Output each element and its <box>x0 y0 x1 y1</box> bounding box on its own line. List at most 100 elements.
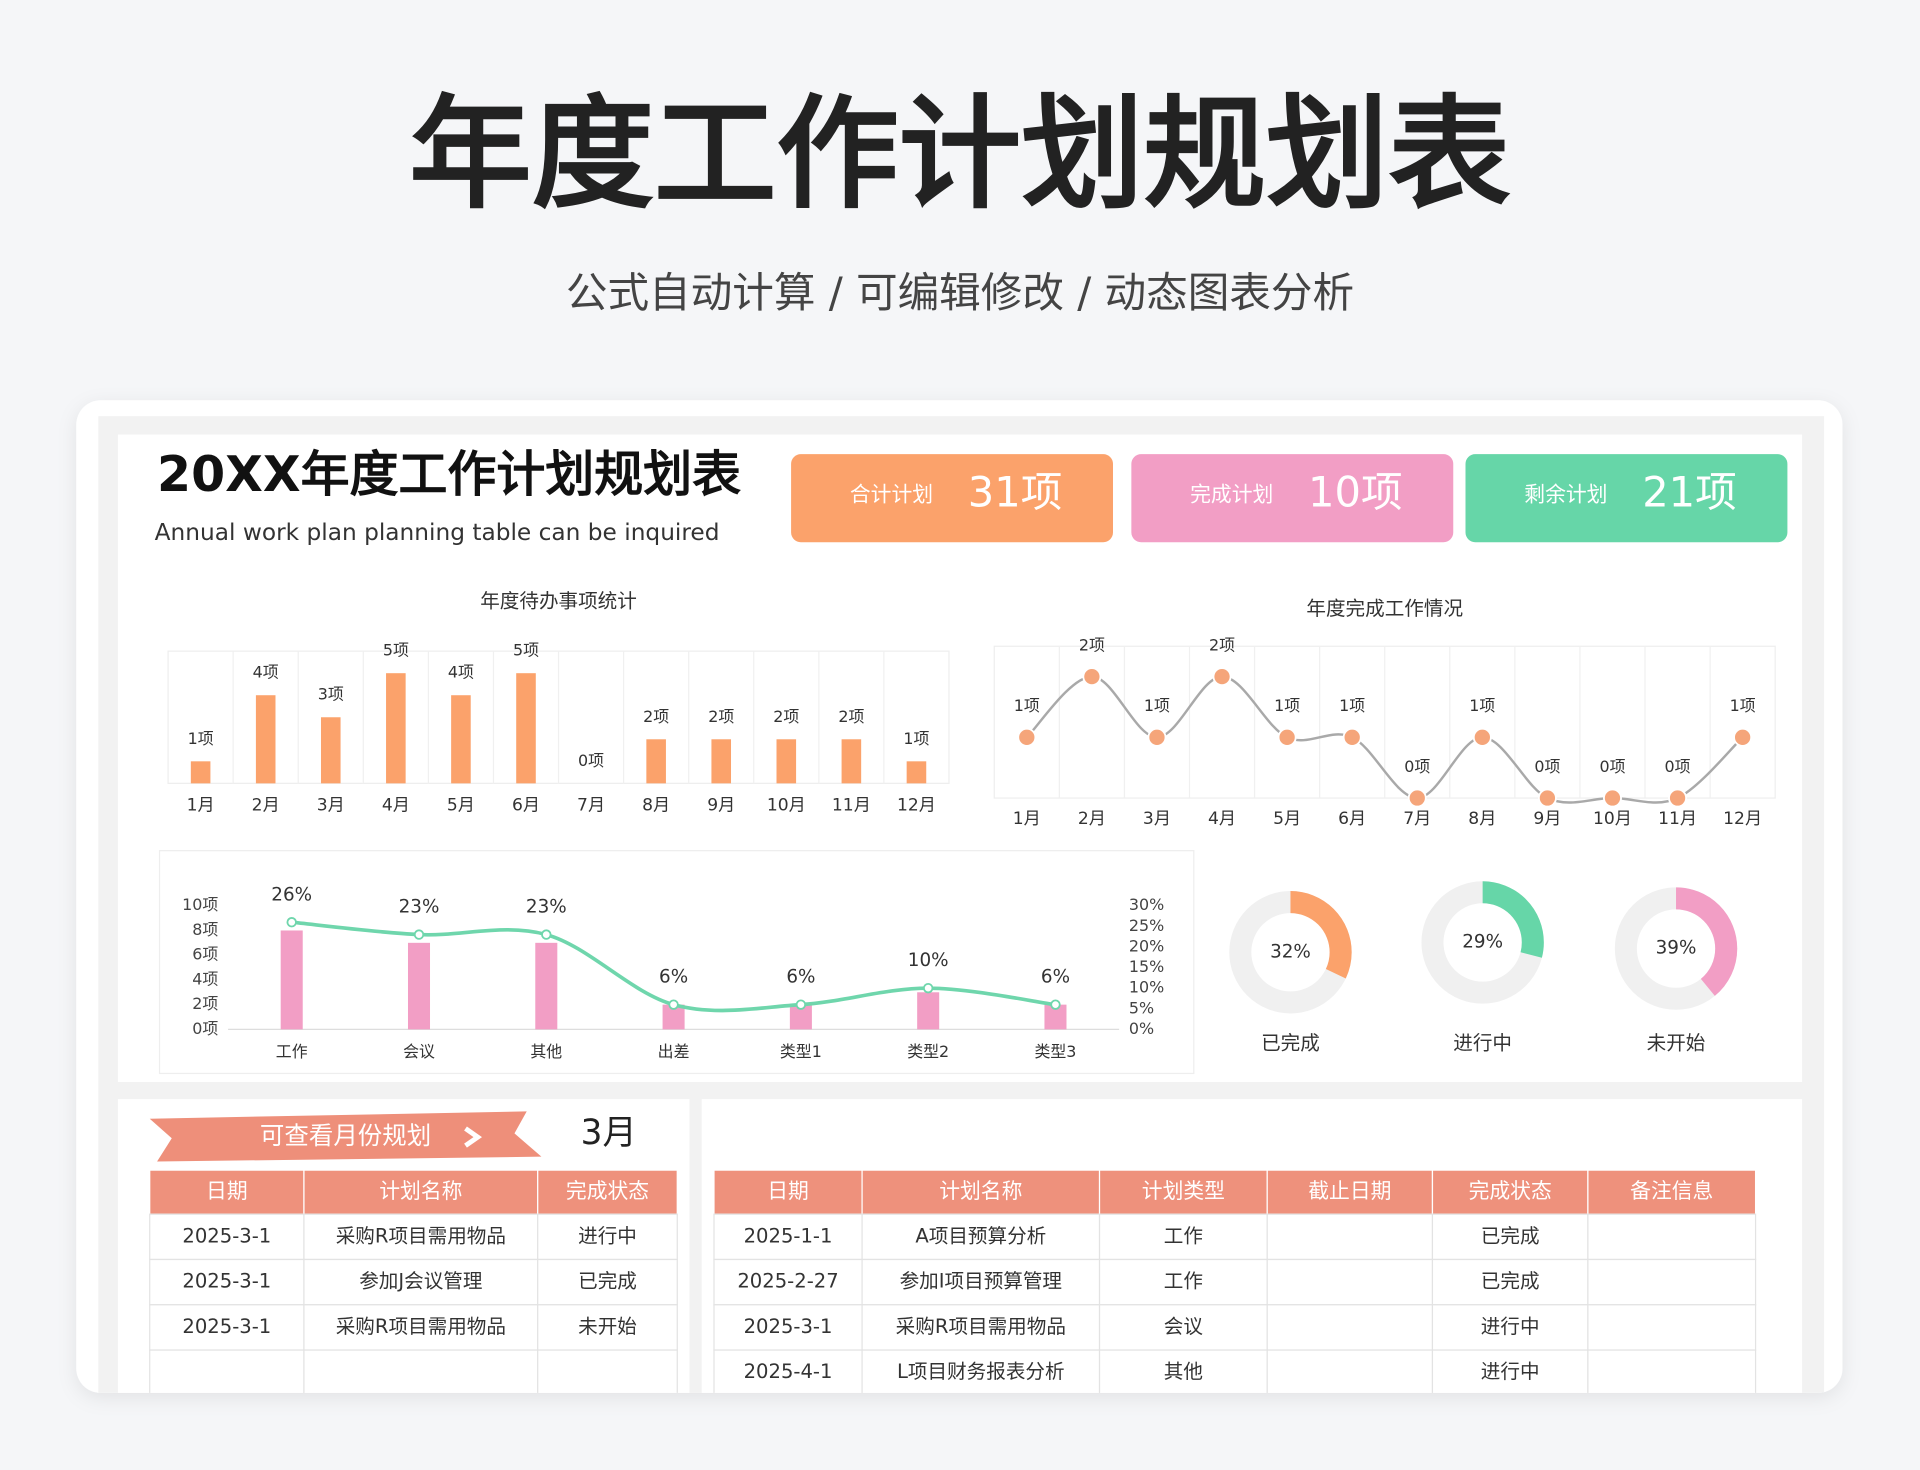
x-tick-label: 其他 <box>530 1042 562 1061</box>
table-cell <box>713 1349 863 1393</box>
table-cell <box>1587 1258 1757 1306</box>
point <box>1342 727 1362 747</box>
table-cell <box>1431 1258 1589 1306</box>
kpi-label: 合计计划 <box>850 483 933 507</box>
data-label: 3项 <box>318 685 344 704</box>
point <box>1277 727 1297 747</box>
table-header: 完成状态 <box>566 1179 649 1203</box>
point <box>922 982 934 994</box>
data-label: 1项 <box>1274 696 1300 715</box>
bar <box>407 942 431 1030</box>
data-label: 4项 <box>448 663 474 682</box>
table-text: 进行中 <box>578 1224 637 1247</box>
x-tick-label: 10月 <box>1593 809 1632 829</box>
table-text: 已完成 <box>1481 1270 1540 1293</box>
x-tick-label: 8月 <box>642 795 670 815</box>
table-header-cell <box>303 1169 539 1215</box>
bar <box>917 992 940 1030</box>
bar <box>280 930 303 1030</box>
data-label: 6% <box>1041 967 1070 988</box>
data-label: 1项 <box>903 729 929 748</box>
point <box>1212 667 1232 687</box>
y2-tick-label: 0% <box>1129 1019 1154 1038</box>
donut-title: 已完成 <box>1261 1032 1320 1055</box>
point <box>1733 727 1753 747</box>
table-header: 完成状态 <box>1469 1179 1552 1203</box>
page-subtitle: 公式自动计算 / 可编辑修改 / 动态图表分析 <box>566 268 1354 317</box>
dashboard-subtitle: Annual work plan planning table can be i… <box>155 519 720 546</box>
table-header: 日期 <box>767 1179 809 1203</box>
table-text: 2025-3-1 <box>744 1315 833 1338</box>
point <box>1407 788 1427 808</box>
data-label: 4项 <box>253 663 279 682</box>
table-cell <box>537 1349 678 1393</box>
donut-label: 29% <box>1462 931 1503 952</box>
kpi-value: 31项 <box>968 468 1063 517</box>
table-cell <box>1098 1349 1268 1393</box>
x-tick-label: 12月 <box>897 795 936 815</box>
table-header-cell <box>1266 1169 1434 1215</box>
table-cell <box>303 1304 539 1351</box>
table-cell <box>303 1258 539 1306</box>
bar <box>662 1004 685 1030</box>
table-cell <box>1431 1304 1589 1351</box>
table-text: 其他 <box>1164 1360 1203 1383</box>
table-cell <box>1266 1258 1434 1306</box>
bar <box>255 695 276 784</box>
table-text: 进行中 <box>1481 1360 1540 1383</box>
donut-label: 39% <box>1656 938 1697 959</box>
data-label: 1项 <box>1014 696 1040 715</box>
table-text: 2025-3-1 <box>182 1270 271 1293</box>
data-label: 1项 <box>1469 696 1495 715</box>
table-text: 2025-3-1 <box>182 1224 271 1247</box>
table-cell <box>149 1213 305 1261</box>
month-ribbon <box>149 1111 542 1162</box>
dashboard-title: 20XX年度工作计划规划表 <box>157 446 741 503</box>
table-cell <box>1266 1349 1434 1393</box>
y2-tick-label: 5% <box>1129 998 1154 1017</box>
x-tick-label: 4月 <box>382 795 410 815</box>
month-value[interactable]: 3月 <box>581 1113 637 1153</box>
x-tick-label: 2月 <box>252 795 280 815</box>
point <box>1017 727 1037 747</box>
card-content: 20XX年度工作计划规划表 Annual work plan planning … <box>98 416 1825 1393</box>
data-label: 23% <box>526 897 567 918</box>
point <box>1050 999 1061 1010</box>
table-text: L项目财务报表分析 <box>897 1360 1065 1383</box>
x-tick-label: 类型2 <box>907 1042 949 1061</box>
bar <box>190 761 211 784</box>
data-label: 0项 <box>1404 757 1430 776</box>
y-tick-label: 4项 <box>192 969 218 988</box>
chart-title: 年度完成工作情况 <box>1306 597 1463 620</box>
table-text: 未开始 <box>578 1315 637 1338</box>
table-cell <box>149 1304 305 1351</box>
table-cell <box>149 1349 305 1393</box>
data-label: 0项 <box>1665 757 1691 776</box>
x-tick-label: 出差 <box>658 1042 690 1061</box>
table-text: 已完成 <box>1481 1224 1540 1247</box>
kpi-value: 10项 <box>1308 468 1403 517</box>
x-tick-label: 9月 <box>1533 809 1561 829</box>
table-cell <box>1098 1258 1268 1306</box>
point <box>1602 788 1622 808</box>
x-tick-label: 11月 <box>1658 809 1697 829</box>
kpi-card <box>1131 454 1454 543</box>
table-text: 采购R项目需用物品 <box>896 1315 1066 1338</box>
x-tick-label: 5月 <box>1273 809 1301 829</box>
bar <box>789 1004 812 1030</box>
kpi-label: 剩余计划 <box>1524 483 1607 507</box>
table-cell <box>303 1349 539 1393</box>
donut-title: 未开始 <box>1647 1032 1706 1055</box>
month-button[interactable]: 可查看月份规划 <box>260 1121 431 1150</box>
data-label: 0项 <box>1534 757 1560 776</box>
table-cell <box>1266 1213 1434 1261</box>
table-header: 计划名称 <box>939 1179 1022 1203</box>
data-label: 5项 <box>513 641 539 660</box>
x-tick-label: 3月 <box>1143 809 1171 829</box>
data-label: 0项 <box>1599 757 1625 776</box>
x-tick-label: 11月 <box>832 795 871 815</box>
x-tick-label: 会议 <box>403 1042 435 1061</box>
table-cell <box>861 1304 1101 1351</box>
